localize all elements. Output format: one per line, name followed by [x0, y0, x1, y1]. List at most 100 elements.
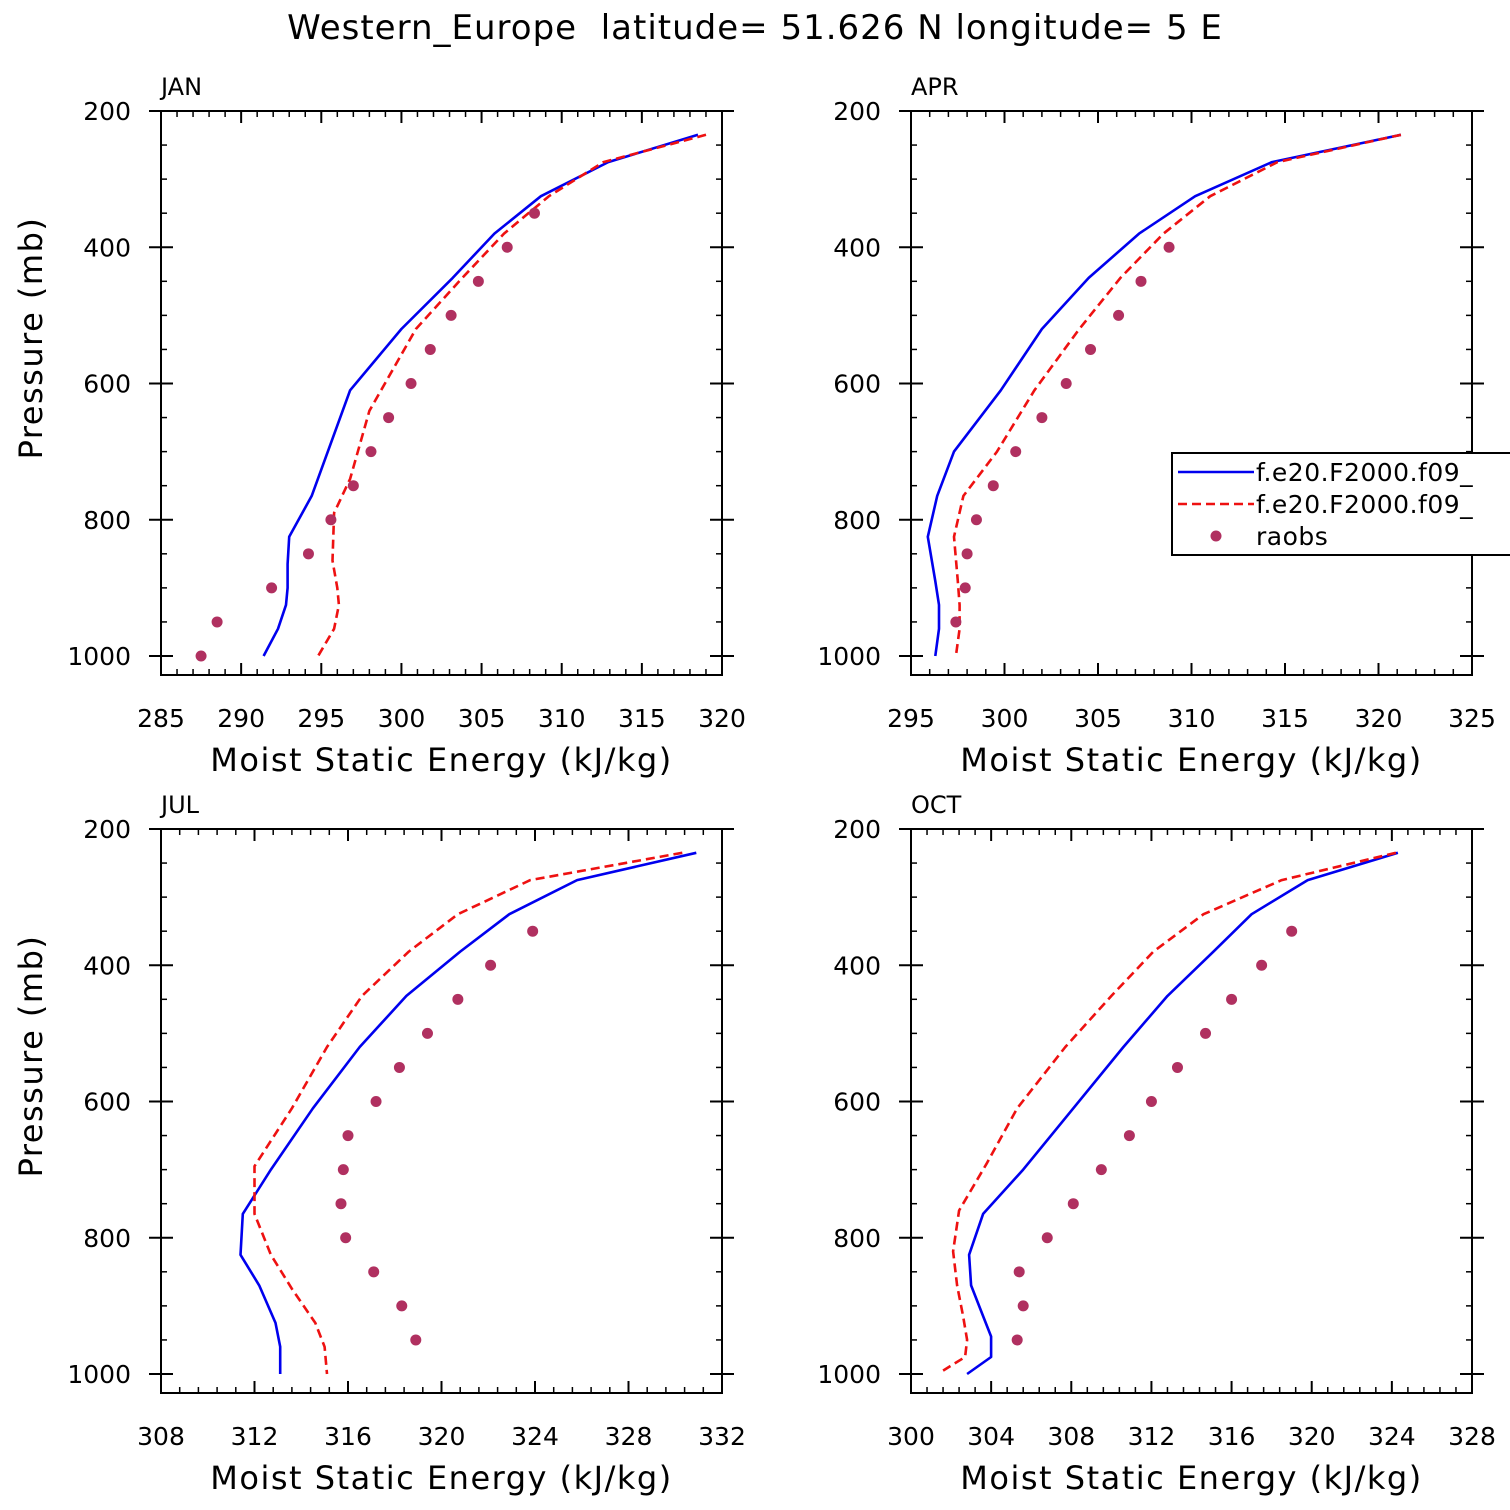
model-line-solid [926, 133, 1402, 657]
raobs-point [987, 480, 999, 492]
x-tick-label: 295 [297, 704, 345, 733]
raobs-point [335, 1198, 347, 1210]
raobs-point [1085, 343, 1097, 355]
x-tick-label: 320 [1288, 1422, 1336, 1451]
plot-frame [160, 828, 723, 1394]
y-tick-label: 600 [833, 1088, 881, 1117]
x-tick-label: 328 [605, 1422, 653, 1451]
legend-label: f.e20.F2000.f09_ [1256, 458, 1473, 487]
x-axis-label: Moist Static Energy (kJ/kg) [960, 1459, 1422, 1497]
x-tick-label: 300 [887, 1422, 935, 1451]
x-axis-label: Moist Static Energy (kJ/kg) [210, 741, 672, 779]
panel-title: OCT [911, 791, 962, 819]
raobs-point [211, 616, 223, 628]
y-tick-label: 200 [83, 815, 131, 844]
raobs-point [485, 959, 497, 971]
raobs-point [472, 275, 484, 287]
panel-jul: JUL 308 312 316 320 324 328 332 200 400 600 800 1000… [12, 791, 746, 1497]
x-tick-label: 324 [511, 1422, 559, 1451]
raobs-point [961, 548, 973, 560]
y-tick-label: 1000 [817, 1360, 881, 1389]
raobs-point [405, 378, 417, 389]
legend: f.e20.F2000.f09_ f.e20.F2000.f09_raobs [1171, 452, 1510, 556]
raobs-point [950, 616, 962, 628]
raobs-point [1145, 1096, 1157, 1107]
panel-oct: OCT 300 304 308 312 316 320 324 328 200 400 600 800 1… [817, 791, 1495, 1497]
x-tick-label: 324 [1368, 1422, 1416, 1451]
y-tick-label: 400 [83, 233, 131, 262]
x-axis-label: Moist Static Energy (kJ/kg) [960, 741, 1422, 779]
raobs-point [1163, 241, 1175, 253]
page-title: Western_Europe latitude= 51.626 N longit… [287, 8, 1223, 48]
raobs-point [383, 412, 395, 424]
y-tick-label: 600 [833, 370, 881, 399]
x-tick-label: 300 [378, 704, 426, 733]
raobs-point [452, 993, 464, 1005]
x-tick-label: 305 [458, 704, 506, 733]
plot-frame [160, 110, 723, 676]
y-axis-label: Pressure (mb) [12, 935, 50, 1178]
x-tick-label: 308 [137, 1422, 185, 1451]
y-tick-label: 400 [833, 233, 881, 262]
x-tick-label: 315 [618, 704, 666, 733]
raobs-point [368, 1266, 380, 1278]
panel-apr: APR 295 300 305 310 315 320 325 200 400 600 800 1000… [817, 73, 1495, 779]
model-line-dashed [316, 133, 707, 657]
y-tick-label: 400 [83, 951, 131, 980]
raobs-point [337, 1164, 349, 1176]
panel-jan: JAN 285 290 295 300 305 310 315 320 200 400 600 800 1… [12, 73, 746, 779]
y-tick-label: 800 [83, 506, 131, 535]
y-tick-label: 400 [833, 951, 881, 980]
raobs-point [396, 1300, 408, 1312]
x-tick-label: 320 [418, 1422, 466, 1451]
y-tick-label: 1000 [67, 642, 131, 671]
raobs-point [1041, 1232, 1053, 1244]
raobs-point [424, 343, 436, 355]
x-tick-label: 290 [217, 704, 265, 733]
model-line-dashed [952, 133, 1402, 657]
raobs-point [340, 1232, 352, 1244]
y-tick-label: 200 [833, 97, 881, 126]
x-tick-label: 316 [324, 1422, 372, 1451]
x-tick-label: 295 [887, 704, 935, 733]
panel-title: JUL [159, 791, 200, 819]
raobs-point [445, 309, 457, 321]
raobs-point [1067, 1198, 1079, 1210]
raobs-point [347, 480, 359, 492]
x-tick-label: 320 [1355, 704, 1403, 733]
x-tick-label: 310 [1168, 704, 1216, 733]
legend-swatch-raobs [1210, 530, 1222, 542]
model-line-dashed [253, 851, 683, 1375]
x-tick-label: 315 [1261, 704, 1309, 733]
raobs-point [1060, 378, 1072, 389]
raobs-point [1013, 1266, 1025, 1278]
legend-label: raobs [1256, 522, 1328, 551]
y-tick-label: 200 [83, 97, 131, 126]
y-axis-label: Pressure (mb) [12, 217, 50, 460]
model-line-solid [239, 851, 697, 1374]
x-tick-label: 308 [1047, 1422, 1095, 1451]
legend-label: f.e20.F2000.f09_ [1256, 490, 1473, 519]
raobs-point [1010, 446, 1022, 458]
raobs-point [365, 446, 377, 458]
panel-title: APR [911, 73, 959, 101]
y-tick-label: 1000 [67, 1360, 131, 1389]
x-tick-label: 300 [981, 704, 1029, 733]
x-tick-label: 310 [538, 704, 586, 733]
x-tick-label: 320 [698, 704, 746, 733]
model-line-solid [966, 851, 1399, 1376]
x-tick-label: 304 [967, 1422, 1015, 1451]
raobs-point [501, 241, 513, 253]
raobs-point [1171, 1061, 1183, 1073]
raobs-point [1113, 309, 1125, 321]
raobs-point [302, 548, 314, 560]
raobs-point [1226, 993, 1238, 1005]
raobs-point [1123, 1130, 1135, 1142]
raobs-point [266, 582, 278, 594]
model-line-dashed [942, 851, 1397, 1372]
y-tick-label: 600 [83, 1088, 131, 1117]
raobs-point [1017, 1300, 1029, 1312]
y-tick-label: 200 [833, 815, 881, 844]
plot-frame [910, 828, 1473, 1394]
